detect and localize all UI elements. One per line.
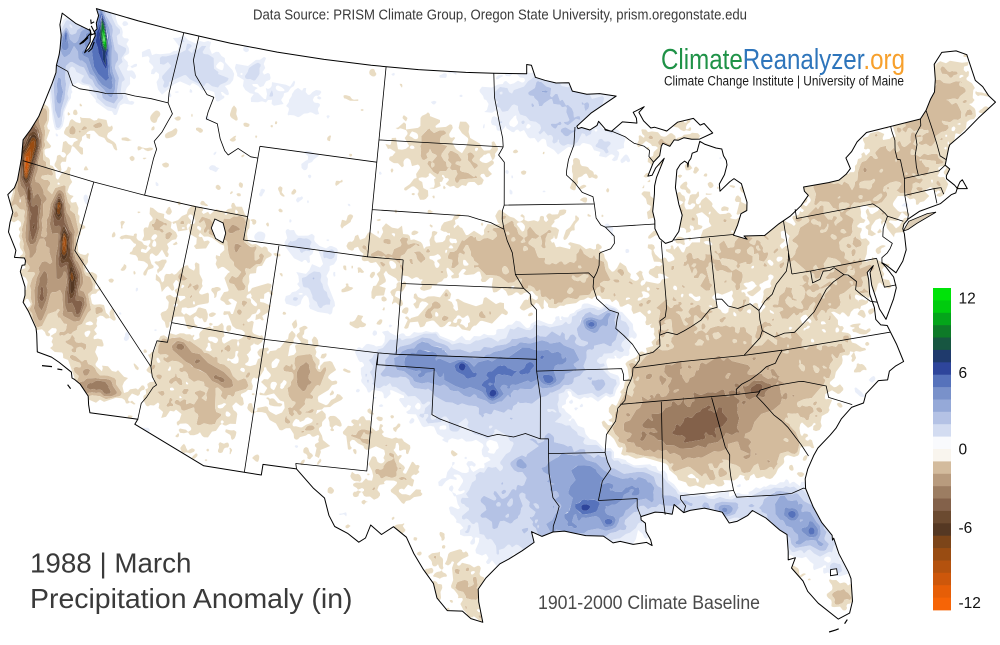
svg-text:-12: -12 — [959, 595, 981, 612]
svg-text:Data Source: PRISM Climate Gro: Data Source: PRISM Climate Group, Oregon… — [253, 8, 747, 24]
svg-text:0: 0 — [959, 442, 968, 459]
svg-text:1901-2000 Climate Baseline: 1901-2000 Climate Baseline — [538, 593, 760, 614]
svg-text:ClimateReanalyzer.org: ClimateReanalyzer.org — [661, 44, 905, 76]
svg-text:12: 12 — [959, 291, 976, 308]
svg-text:1988 | March: 1988 | March — [30, 548, 192, 579]
svg-text:6: 6 — [959, 365, 968, 382]
svg-text:-6: -6 — [959, 520, 973, 537]
svg-text:Precipitation Anomaly (in): Precipitation Anomaly (in) — [30, 583, 352, 614]
svg-text:Climate Change Institute | Uni: Climate Change Institute | University of… — [664, 74, 904, 89]
